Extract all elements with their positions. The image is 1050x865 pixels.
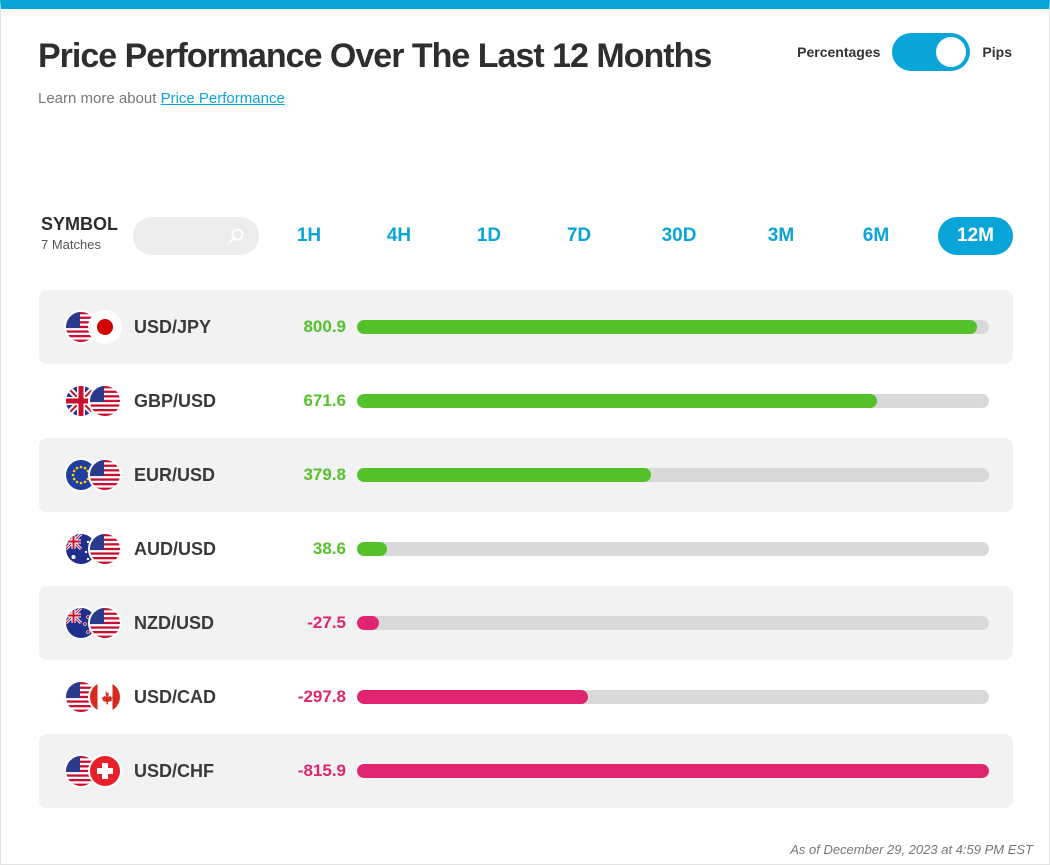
match-count: 7 Matches <box>41 237 101 252</box>
symbol-header: SYMBOL 7 Matches <box>41 214 118 252</box>
currency-flags <box>64 532 124 566</box>
currency-flags <box>64 458 124 492</box>
currency-pair-label[interactable]: USD/JPY <box>134 317 212 337</box>
performance-table: USD/JPY 800.9 GBP/USD 671.6 EUR/USD 379.8 AUD/… <box>39 290 1013 808</box>
tab-12m[interactable]: 12M <box>938 217 1013 255</box>
performance-bar-track <box>357 616 989 630</box>
performance-bar-fill <box>357 320 978 334</box>
pips-value: 671.6 <box>303 391 346 410</box>
pips-value: -297.8 <box>297 687 346 706</box>
currency-flags <box>64 606 124 640</box>
pips-value: 379.8 <box>303 465 346 484</box>
performance-bar-track <box>357 320 989 334</box>
units-toggle-group: Percentages Pips <box>797 33 1012 71</box>
performance-bar-fill <box>357 764 989 778</box>
page-title: Price Performance Over The Last 12 Month… <box>38 37 712 75</box>
currency-flags <box>64 754 124 788</box>
search-input[interactable] <box>133 217 259 255</box>
performance-bar-fill <box>357 616 380 630</box>
table-row[interactable]: NZD/USD -27.5 <box>39 586 1013 660</box>
performance-bar-track <box>357 764 989 778</box>
tab-1d[interactable]: 1D <box>476 225 502 246</box>
percentages-label[interactable]: Percentages <box>797 44 881 60</box>
performance-bar-fill <box>357 690 588 704</box>
tab-6m[interactable]: 6M <box>862 225 890 246</box>
table-row[interactable]: USD/CHF -815.9 <box>39 734 1013 808</box>
currency-flags <box>64 384 124 418</box>
timeframe-tabs: 1H 4H 1D 7D 30D 3M 6M 12M <box>271 217 1013 255</box>
percentages-pips-toggle[interactable] <box>892 33 971 71</box>
currency-pair-label[interactable]: NZD/USD <box>134 613 214 633</box>
currency-pair-label[interactable]: USD/CAD <box>134 687 217 707</box>
learn-more-text: Learn more about Price Performance <box>38 90 285 107</box>
currency-flags <box>64 310 124 344</box>
currency-flags <box>64 680 124 714</box>
pips-value: 800.9 <box>303 317 346 336</box>
performance-bar-track <box>357 394 989 408</box>
us-flag-icon <box>88 532 122 566</box>
performance-bar-fill <box>357 542 387 556</box>
switzerland-flag-icon <box>88 754 122 788</box>
us-flag-icon <box>88 606 122 640</box>
price-performance-link[interactable]: Price Performance <box>160 90 285 107</box>
japan-flag-icon <box>88 310 122 344</box>
performance-bar-track <box>357 468 989 482</box>
table-row[interactable]: USD/CAD -297.8 <box>39 660 1013 734</box>
us-flag-icon <box>88 458 122 492</box>
table-row[interactable]: USD/JPY 800.9 <box>39 290 1013 364</box>
toggle-knob <box>936 37 967 67</box>
table-row[interactable]: GBP/USD 671.6 <box>39 364 1013 438</box>
tab-30d[interactable]: 30D <box>661 225 697 246</box>
canada-flag-icon <box>88 680 122 714</box>
timestamp-note: As of December 29, 2023 at 4:59 PM EST <box>790 842 1033 857</box>
tab-7d[interactable]: 7D <box>566 225 592 246</box>
currency-pair-label[interactable]: USD/CHF <box>134 761 214 781</box>
pips-value: 38.6 <box>312 539 346 558</box>
performance-bar-fill <box>357 468 652 482</box>
currency-pair-label[interactable]: GBP/USD <box>134 391 217 411</box>
currency-pair-label[interactable]: EUR/USD <box>134 465 216 485</box>
tab-4h[interactable]: 4H <box>386 225 412 246</box>
performance-bar-fill <box>357 394 878 408</box>
table-row[interactable]: EUR/USD 379.8 <box>39 438 1013 512</box>
performance-bar-track <box>357 690 989 704</box>
us-flag-icon <box>88 384 122 418</box>
tab-3m[interactable]: 3M <box>767 225 795 246</box>
search-icon <box>228 228 244 244</box>
currency-pair-label[interactable]: AUD/USD <box>134 539 217 559</box>
learn-more-prefix: Learn more about <box>38 90 161 107</box>
table-row[interactable]: AUD/USD 38.6 <box>39 512 1013 586</box>
pips-value: -27.5 <box>307 613 346 632</box>
pips-label[interactable]: Pips <box>982 44 1012 60</box>
pips-value: -815.9 <box>297 761 346 780</box>
performance-bar-track <box>357 542 989 556</box>
symbol-label: SYMBOL <box>41 214 119 234</box>
tab-1h[interactable]: 1H <box>296 225 322 246</box>
